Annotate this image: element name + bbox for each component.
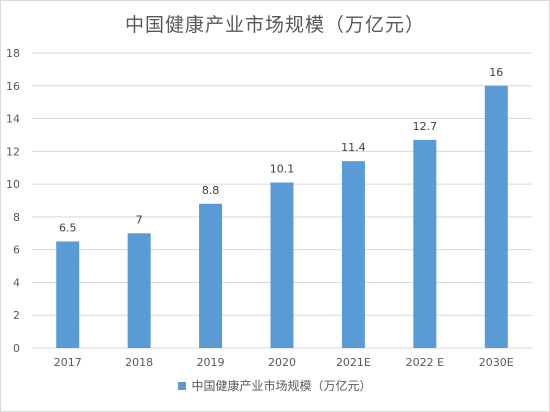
data-label: 8.8 bbox=[202, 184, 220, 197]
x-tick-label: 2017 bbox=[54, 356, 82, 369]
bars bbox=[56, 85, 508, 349]
x-tick-label: 2030E bbox=[479, 356, 514, 369]
legend: 中国健康产业市场规模（万亿元） bbox=[0, 377, 550, 394]
x-axis-ticks: 2017 2018 2019 2020 2021E 2022 E 2030E bbox=[54, 356, 514, 369]
bar bbox=[341, 161, 365, 348]
bar bbox=[56, 241, 80, 348]
bar bbox=[199, 203, 223, 348]
data-label: 10.1 bbox=[270, 162, 295, 175]
y-tick-label: 0 bbox=[13, 342, 20, 355]
bar bbox=[127, 233, 151, 348]
data-label: 12.7 bbox=[413, 120, 438, 133]
y-tick-label: 18 bbox=[6, 47, 20, 60]
x-tick-label: 2020 bbox=[268, 356, 296, 369]
y-tick-label: 16 bbox=[6, 80, 20, 93]
y-tick-label: 6 bbox=[13, 244, 20, 257]
x-tick-label: 2022 E bbox=[406, 356, 444, 369]
y-tick-label: 2 bbox=[13, 309, 20, 322]
legend-swatch bbox=[178, 381, 187, 390]
chart-title: 中国健康产业市场规模（万亿元） bbox=[124, 14, 425, 36]
y-tick-label: 8 bbox=[13, 211, 20, 224]
x-tick-label: 2021E bbox=[336, 356, 371, 369]
data-label: 7 bbox=[136, 213, 143, 226]
y-tick-label: 10 bbox=[6, 178, 20, 191]
y-tick-label: 14 bbox=[6, 113, 20, 126]
data-label: 16 bbox=[489, 66, 503, 79]
bar bbox=[270, 182, 294, 348]
data-label: 11.4 bbox=[341, 141, 366, 154]
y-tick-label: 12 bbox=[6, 145, 20, 158]
y-tick-label: 4 bbox=[13, 276, 20, 289]
x-tick-label: 2019 bbox=[197, 356, 225, 369]
bar bbox=[413, 139, 437, 348]
y-axis-ticks: 0 2 4 6 8 10 12 14 16 18 bbox=[6, 47, 20, 355]
data-label: 6.5 bbox=[59, 221, 77, 234]
x-tick-label: 2018 bbox=[125, 356, 153, 369]
bar bbox=[484, 85, 508, 349]
legend-label: 中国健康产业市场规模（万亿元） bbox=[191, 379, 372, 393]
data-labels: 6.5 7 8.8 10.1 11.4 12.7 16 bbox=[59, 66, 503, 235]
